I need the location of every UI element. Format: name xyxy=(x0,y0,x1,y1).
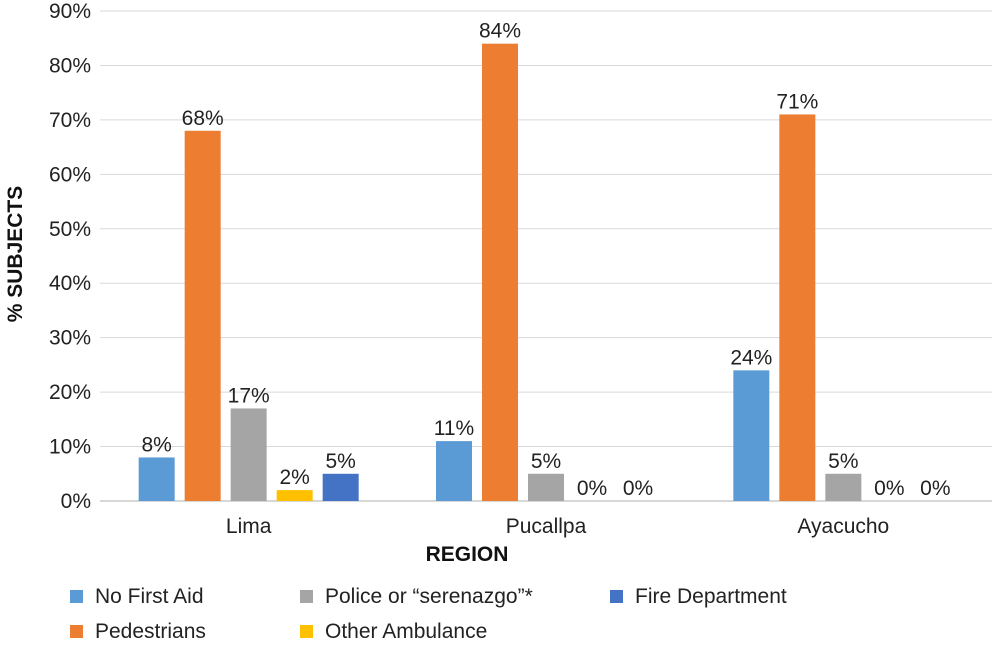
data-label: 0% xyxy=(623,477,653,500)
bar xyxy=(779,114,816,501)
data-label: 8% xyxy=(141,433,171,456)
data-label: 5% xyxy=(531,450,561,473)
legend-swatch xyxy=(300,590,313,603)
bar xyxy=(528,473,564,501)
data-label: 84% xyxy=(479,20,521,43)
legend-label: No First Aid xyxy=(95,585,204,608)
data-label: 0% xyxy=(920,477,950,500)
bar xyxy=(230,408,267,501)
data-label: 71% xyxy=(776,90,818,113)
y-axis-title: % SUBJECTS xyxy=(4,186,27,323)
bar xyxy=(825,473,862,501)
data-label: 2% xyxy=(279,466,309,489)
category-label: Lima xyxy=(226,515,272,538)
y-tick-label: 50% xyxy=(49,218,91,241)
data-label: 0% xyxy=(577,477,607,500)
y-axis-ticks: 0% 10% 20% 30% 40% 50% 60% 70% 80% 90% xyxy=(49,0,91,513)
y-tick-label: 20% xyxy=(49,381,91,404)
legend-label: Other Ambulance xyxy=(325,620,487,643)
data-label: 17% xyxy=(228,384,270,407)
y-tick-label: 10% xyxy=(49,436,91,459)
legend-swatch xyxy=(70,590,83,603)
data-label: 24% xyxy=(730,346,772,369)
legend-swatch xyxy=(70,625,83,638)
y-tick-label: 70% xyxy=(49,109,91,132)
bar xyxy=(276,490,313,501)
y-tick-label: 0% xyxy=(61,490,91,513)
data-label: 68% xyxy=(182,107,224,130)
bar xyxy=(184,130,221,501)
legend-swatch xyxy=(610,590,623,603)
bars xyxy=(138,43,862,502)
bar xyxy=(482,43,518,502)
data-label: 5% xyxy=(325,450,355,473)
legend-label: Fire Department xyxy=(635,585,787,608)
x-axis-categories: Lima Pucallpa Ayacucho xyxy=(226,515,889,538)
legend: No First Aid Police or “serenazgo”* Fire D… xyxy=(70,585,787,643)
legend-label: Police or “serenazgo”* xyxy=(325,585,533,608)
category-label: Ayacucho xyxy=(797,515,889,538)
y-tick-label: 90% xyxy=(49,0,91,23)
y-tick-label: 60% xyxy=(49,163,91,186)
bar xyxy=(733,370,770,501)
legend-label: Pedestrians xyxy=(95,620,206,643)
legend-swatch xyxy=(300,625,313,638)
category-label: Pucallpa xyxy=(506,515,587,538)
y-tick-label: 30% xyxy=(49,327,91,350)
bar xyxy=(138,457,175,501)
y-tick-label: 80% xyxy=(49,54,91,77)
data-label: 0% xyxy=(874,477,904,500)
y-tick-label: 40% xyxy=(49,272,91,295)
bar xyxy=(436,441,472,501)
data-label: 5% xyxy=(828,450,858,473)
bar xyxy=(322,473,359,501)
data-labels: 8% 68% 17% 2% 5% 11% 84% 5% 0% 0% 24% 71% 5% 0% 0% xyxy=(141,20,950,500)
data-label: 11% xyxy=(434,417,474,440)
x-axis-title: REGION xyxy=(426,543,509,566)
